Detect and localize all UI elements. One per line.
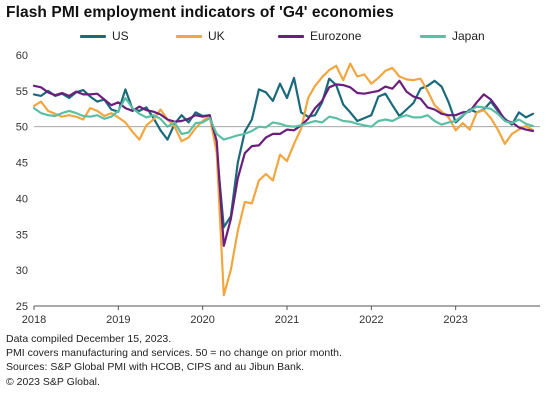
y-tick-label: 50 [16, 122, 28, 134]
y-tick-label: 30 [16, 265, 28, 277]
x-tick-label: 2023 [443, 314, 467, 326]
footnote-copyright: © 2023 S&P Global. [6, 375, 100, 388]
legend-item-uk: UK [176, 29, 225, 43]
y-tick-label: 25 [16, 301, 28, 313]
series-line-uk [32, 62, 535, 297]
footnote-coverage: PMI covers manufacturing and services. 5… [6, 347, 342, 360]
legend-swatch-us [80, 34, 106, 38]
footnote-sources: Sources: S&P Global PMI with HCOB, CIPS … [6, 361, 305, 374]
legend-swatch-uk [176, 34, 202, 38]
series-line-us [32, 76, 535, 229]
legend-swatch-eurozone [278, 34, 304, 38]
series-line-eurozone [32, 79, 535, 247]
x-tick-label: 2019 [106, 314, 130, 326]
chart-legend: US UK Eurozone Japan [0, 29, 560, 45]
legend-label-japan: Japan [452, 29, 485, 43]
legend-item-japan: Japan [420, 29, 485, 43]
y-tick-label: 40 [16, 193, 28, 205]
legend-label-eurozone: Eurozone [310, 29, 362, 43]
chart-footnotes: Data compiled December 15, 2023. PMI cov… [6, 332, 342, 389]
legend-item-eurozone: Eurozone [278, 29, 361, 43]
y-tick-label: 60 [16, 50, 28, 62]
legend-label-us: US [112, 29, 129, 43]
x-tick-label: 2021 [275, 314, 299, 326]
x-tick-label: 2020 [190, 314, 214, 326]
chart-title: Flash PMI employment indicators of 'G4' … [6, 4, 394, 21]
footnote-date: Data compiled December 15, 2023. [6, 333, 172, 345]
x-tick-label: 2018 [22, 314, 46, 326]
legend-item-us: US [80, 29, 129, 43]
series-line-japan [32, 96, 535, 141]
y-tick-label: 35 [16, 229, 28, 241]
legend-swatch-japan [420, 34, 446, 38]
y-tick-label: 45 [16, 158, 28, 170]
y-tick-label: 55 [16, 86, 28, 98]
x-tick-label: 2022 [359, 314, 383, 326]
legend-label-uk: UK [208, 29, 225, 43]
